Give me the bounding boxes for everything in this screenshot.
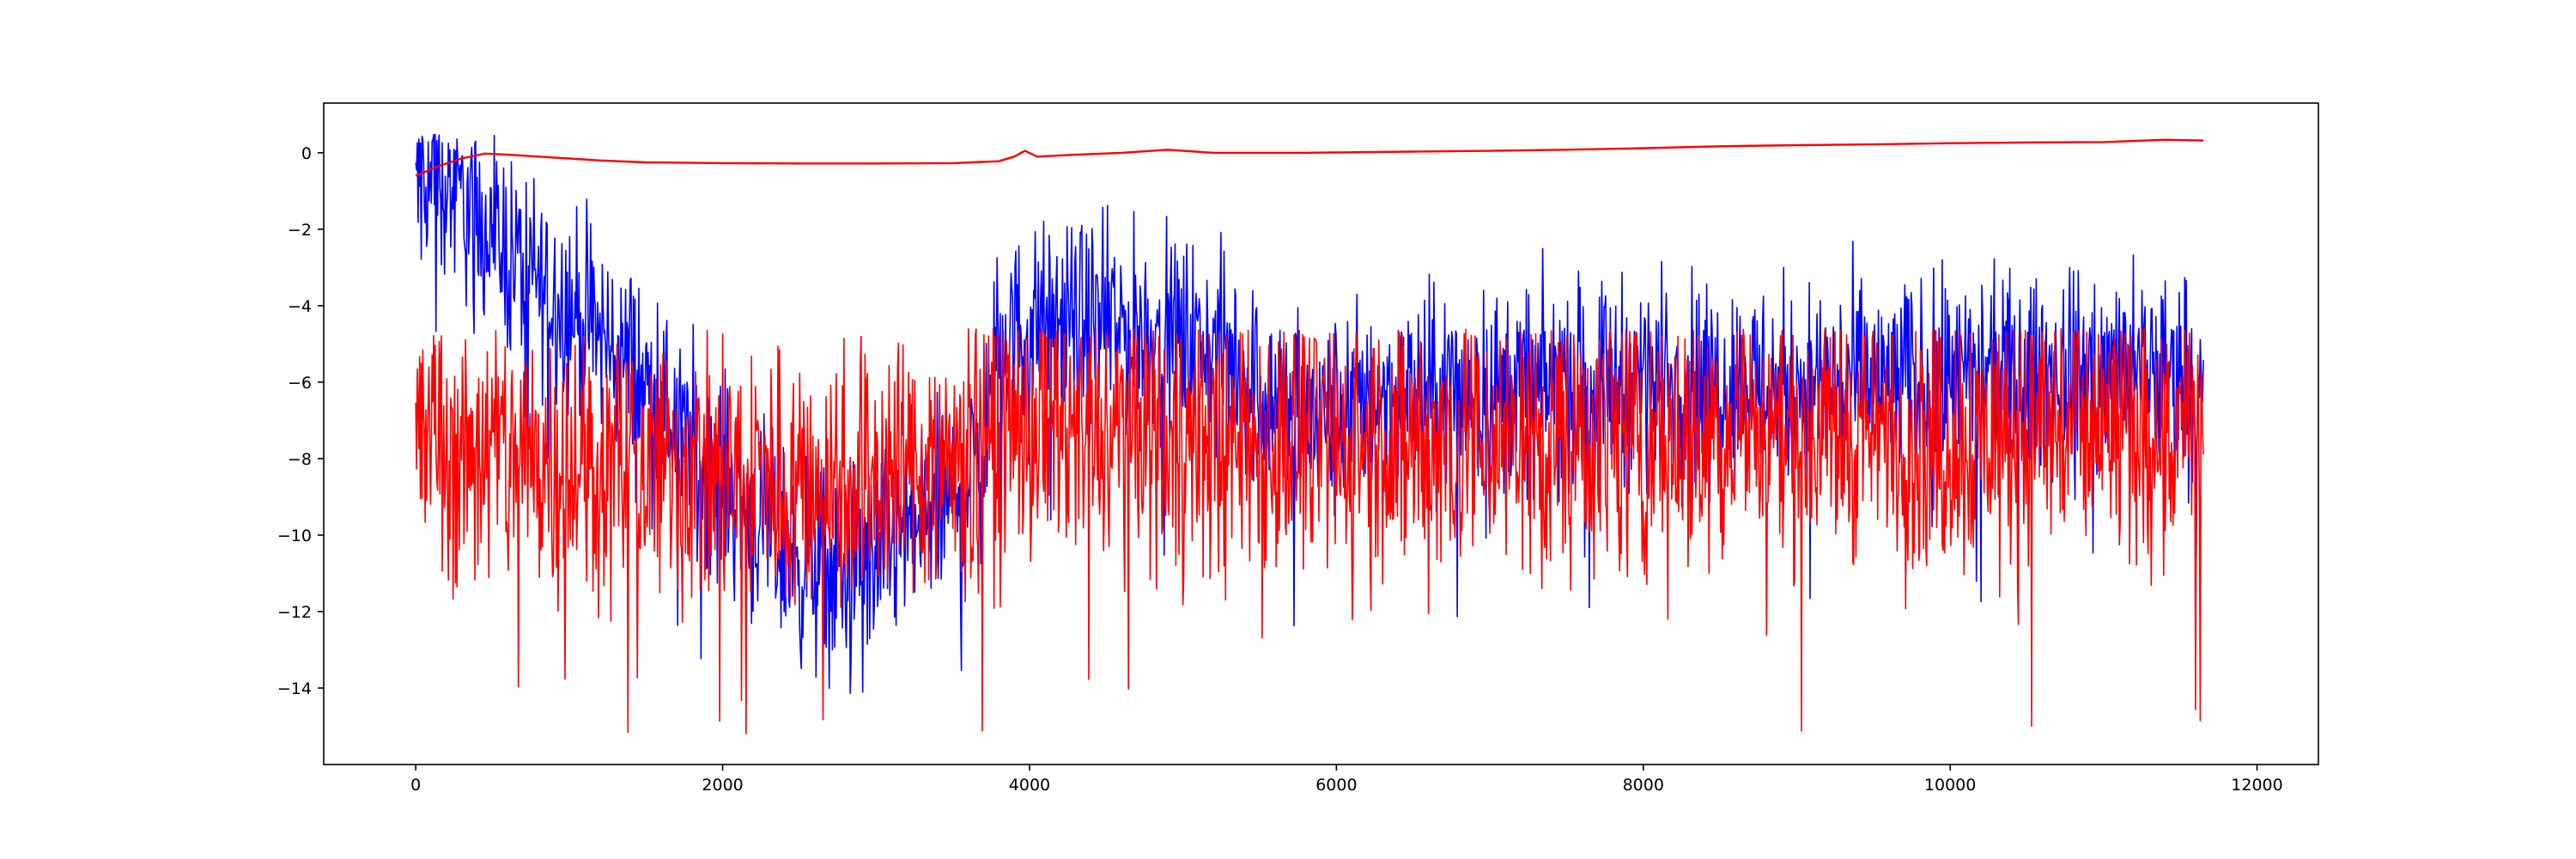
y-tick-label: −2	[288, 221, 312, 240]
x-tick-label: 6000	[1315, 776, 1357, 795]
x-axis: 0 2000 4000 6000 8000 10000 12000	[410, 765, 2283, 795]
series-line-3	[415, 138, 2204, 177]
x-tick-label: 8000	[1623, 776, 1664, 795]
y-axis: 0 −2 −4 −6 −8 −10 −12 −14	[277, 144, 324, 698]
x-tick-label: 12000	[2231, 776, 2282, 795]
y-tick-label: −8	[288, 450, 312, 469]
x-tick-label: 2000	[702, 776, 743, 795]
x-tick-label: 4000	[1009, 776, 1050, 795]
y-tick-label: −12	[277, 603, 312, 622]
y-tick-label: −4	[288, 297, 312, 316]
series-line-2	[415, 327, 2204, 734]
y-tick-label: −10	[277, 527, 312, 545]
x-tick-label: 0	[410, 776, 421, 795]
y-tick-label: −14	[277, 679, 312, 698]
y-tick-label: 0	[301, 144, 312, 163]
plot-lines	[415, 133, 2204, 734]
axes-frame	[323, 102, 2319, 765]
y-tick-label: −6	[288, 374, 312, 393]
x-tick-label: 10000	[1924, 776, 1976, 795]
